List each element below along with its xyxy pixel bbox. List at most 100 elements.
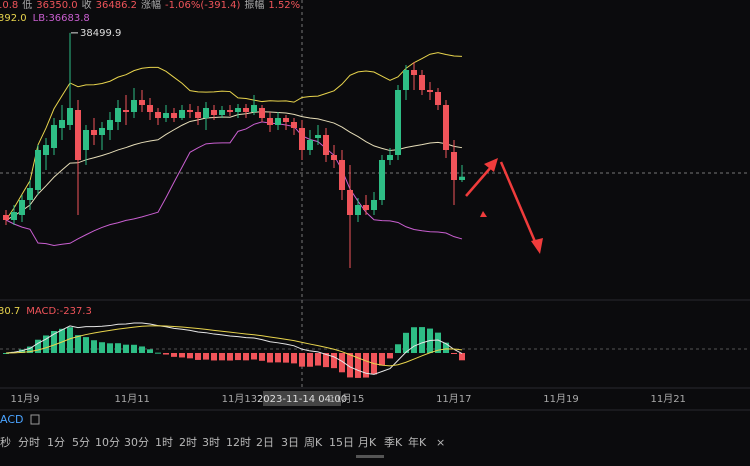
- candle-body: [131, 100, 137, 112]
- macd-bar: [155, 352, 161, 354]
- period-button[interactable]: 2日: [256, 436, 274, 449]
- period-button[interactable]: 5分: [72, 436, 90, 449]
- macd-bar: [195, 353, 201, 360]
- candle-body: [435, 92, 441, 105]
- candle-body: [115, 108, 121, 122]
- macd-bar: [419, 327, 425, 353]
- candle-body: [347, 190, 353, 215]
- macd-bar: [91, 340, 97, 353]
- candle-body: [11, 212, 17, 220]
- candle-body: [139, 100, 145, 105]
- period-button[interactable]: 12时: [226, 436, 251, 449]
- candle-body: [251, 105, 257, 112]
- candle-body: [259, 108, 265, 118]
- candle-body: [443, 105, 449, 150]
- candle-body: [363, 205, 369, 210]
- bollinger-upper: [5, 52, 463, 221]
- macd-bar: [451, 353, 457, 354]
- indicator-icon[interactable]: [30, 414, 40, 425]
- candle-body: [123, 110, 129, 112]
- period-button[interactable]: 10分: [95, 436, 120, 449]
- candle-body: [27, 188, 33, 200]
- candle-body: [219, 110, 225, 115]
- indicator-tab[interactable]: ACD: [0, 413, 23, 426]
- period-button[interactable]: 1分: [47, 436, 65, 449]
- macd-bar: [139, 346, 145, 353]
- candle-body: [51, 125, 57, 148]
- macd-bar: [395, 344, 401, 353]
- candle-body: [307, 140, 313, 150]
- candle-body: [243, 108, 249, 112]
- period-button[interactable]: 周K: [304, 436, 323, 449]
- macd-bar: [323, 353, 329, 368]
- period-button[interactable]: 3日: [281, 436, 299, 449]
- period-button[interactable]: 分时: [18, 436, 40, 449]
- macd-bar: [363, 353, 369, 378]
- period-button[interactable]: 2时: [179, 436, 197, 449]
- header-item: 低: [22, 0, 32, 11]
- bollinger-mid: [5, 111, 463, 221]
- candle-body: [35, 150, 41, 190]
- macd-bar: [307, 353, 313, 367]
- candle-body: [419, 75, 425, 90]
- candle-body: [371, 200, 377, 210]
- candle-body: [355, 205, 361, 215]
- header-item: 振幅: [244, 0, 264, 11]
- macd-bar: [251, 353, 257, 360]
- bollinger-lower: [5, 121, 463, 247]
- x-tick-label: 11月21: [650, 393, 685, 405]
- header-item: 1.52%: [268, 0, 300, 11]
- candle-body: [75, 110, 81, 160]
- macd-bar: [411, 327, 417, 353]
- period-button[interactable]: 15日: [329, 436, 354, 449]
- macd-bar: [219, 353, 225, 361]
- period-button[interactable]: 3时: [202, 436, 220, 449]
- candle-body: [299, 128, 305, 150]
- x-tick-label: 11月9: [10, 393, 39, 405]
- candle-body: [211, 110, 217, 115]
- period-button[interactable]: ×: [436, 436, 445, 449]
- period-button[interactable]: 月K: [358, 436, 377, 449]
- marks: [3, 32, 465, 378]
- macd-dif: [5, 322, 463, 375]
- candle-body: [3, 215, 9, 220]
- header-item: 10.8: [0, 0, 18, 11]
- period-button[interactable]: 30分: [124, 436, 149, 449]
- x-tick-label: 11月17: [436, 393, 471, 405]
- candle-body: [427, 90, 433, 92]
- candle-body: [163, 113, 169, 118]
- macd-bar: [331, 353, 337, 369]
- macd-bar: [99, 342, 105, 353]
- macd-bar: [339, 353, 345, 373]
- candle-body: [59, 120, 65, 128]
- candle-body: [283, 118, 289, 122]
- macd-bar: [283, 353, 289, 363]
- period-button[interactable]: 季K: [384, 436, 403, 449]
- macd-bar: [3, 353, 9, 354]
- candle-body: [147, 105, 153, 112]
- macd-bar: [35, 339, 41, 353]
- period-button[interactable]: 1时: [155, 436, 173, 449]
- macd-bar: [379, 353, 385, 366]
- macd-bar: [443, 342, 449, 353]
- candle-body: [195, 112, 201, 118]
- header-item: 收: [82, 0, 92, 11]
- macd-bar: [163, 353, 169, 355]
- period-button[interactable]: 年K: [408, 435, 427, 449]
- macd-bar: [59, 328, 65, 353]
- candle-body: [91, 130, 97, 135]
- period-button[interactable]: 秒: [0, 435, 11, 449]
- macd-bar: [131, 344, 137, 353]
- scroll-handle[interactable]: [356, 455, 384, 458]
- candle-body: [267, 118, 273, 125]
- macd-bar: [187, 353, 193, 359]
- candle-body: [107, 120, 113, 130]
- x-tick-label: 11月13: [222, 393, 257, 405]
- candle-body: [155, 112, 161, 118]
- candle-body: [235, 108, 241, 112]
- macd-bar: [299, 353, 305, 367]
- candle-body: [99, 128, 105, 135]
- macd-bar: [315, 353, 321, 366]
- macd-bar: [51, 331, 57, 353]
- macd-bar: [227, 353, 233, 361]
